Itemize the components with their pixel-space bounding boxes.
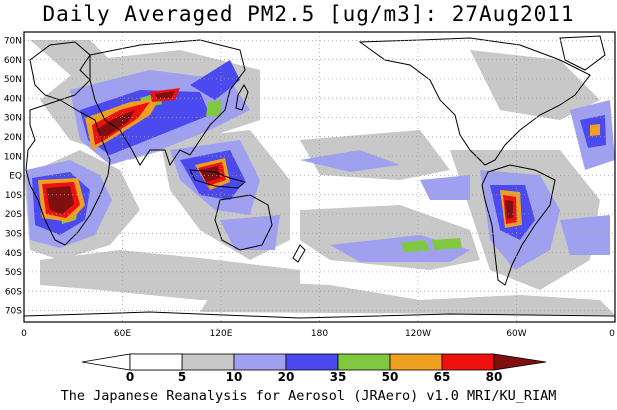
south-america-coast bbox=[481, 164, 556, 286]
colorbar-label: 65 bbox=[434, 370, 451, 384]
lat-label: 70S bbox=[5, 307, 22, 317]
lat-label: 10S bbox=[5, 191, 22, 201]
lat-label: 20S bbox=[5, 210, 22, 220]
pm25-field bbox=[24, 40, 615, 315]
colorbar-label: 0 bbox=[126, 370, 134, 384]
indonesia-coast bbox=[189, 169, 247, 189]
lon-label: 0 bbox=[609, 329, 615, 339]
map-frame bbox=[23, 31, 616, 323]
map-title: Daily Averaged PM2.5 [ug/m3]: 27Aug2011 bbox=[42, 2, 575, 26]
credit-line: The Japanese Reanalysis for Aerosol (JRA… bbox=[60, 388, 557, 404]
colorbar-label: 80 bbox=[486, 370, 503, 384]
colorbar-box bbox=[285, 353, 339, 371]
lat-label: 50S bbox=[5, 268, 22, 278]
lat-label: 40S bbox=[5, 249, 22, 259]
colorbar-label: 5 bbox=[178, 370, 186, 384]
lat-label: 10N bbox=[4, 152, 22, 162]
antarctica-coast bbox=[24, 311, 615, 319]
greenland-coast bbox=[559, 35, 606, 71]
colorbar-max-arrow bbox=[493, 353, 547, 371]
lat-label: 60N bbox=[4, 56, 22, 66]
north-america-coast bbox=[358, 37, 591, 166]
lat-label: 70N bbox=[4, 37, 22, 47]
latitude-labels: 70N 60N 50N 40N 30N 20N 10N EQ 10S 20S 3… bbox=[4, 37, 22, 317]
lat-label: 30N bbox=[4, 114, 22, 124]
graticule bbox=[24, 32, 615, 322]
colorbar-label: 20 bbox=[278, 370, 295, 384]
colorbar-labels: 0 5 10 20 35 50 65 80 bbox=[126, 370, 503, 384]
lat-label: 60S bbox=[5, 287, 22, 297]
lon-label: 120E bbox=[210, 329, 233, 339]
lon-label: 120W bbox=[405, 329, 431, 339]
colorbar-label: 10 bbox=[226, 370, 243, 384]
colorbar-min-arrow bbox=[81, 353, 131, 371]
lat-label: 50N bbox=[4, 75, 22, 85]
longitude-labels: 0 60E 120E 180 120W 60W 0 bbox=[21, 329, 615, 339]
lon-label: 0 bbox=[21, 329, 27, 339]
colorbar-box bbox=[129, 353, 183, 371]
colorbar bbox=[81, 353, 547, 371]
colorbar-label: 50 bbox=[382, 370, 399, 384]
colorbar-box bbox=[389, 353, 443, 371]
colorbar-box bbox=[233, 353, 287, 371]
lat-label: 40N bbox=[4, 94, 22, 104]
australia-coast bbox=[214, 194, 273, 251]
lat-label: EQ bbox=[9, 172, 22, 182]
colorbar-box bbox=[441, 353, 495, 371]
colorbar-box bbox=[181, 353, 235, 371]
asia-coast bbox=[89, 39, 246, 167]
lat-label: 20N bbox=[4, 133, 22, 143]
lon-label: 60W bbox=[506, 329, 526, 339]
lon-label: 180 bbox=[311, 329, 328, 339]
coastlines bbox=[24, 35, 615, 319]
lat-label: 30S bbox=[5, 230, 22, 240]
colorbar-box bbox=[337, 353, 391, 371]
japan-coast bbox=[235, 84, 249, 111]
lon-label: 60E bbox=[114, 329, 131, 339]
africa-coast bbox=[25, 99, 111, 246]
nz-coast bbox=[292, 244, 306, 263]
colorbar-label: 35 bbox=[330, 370, 347, 384]
